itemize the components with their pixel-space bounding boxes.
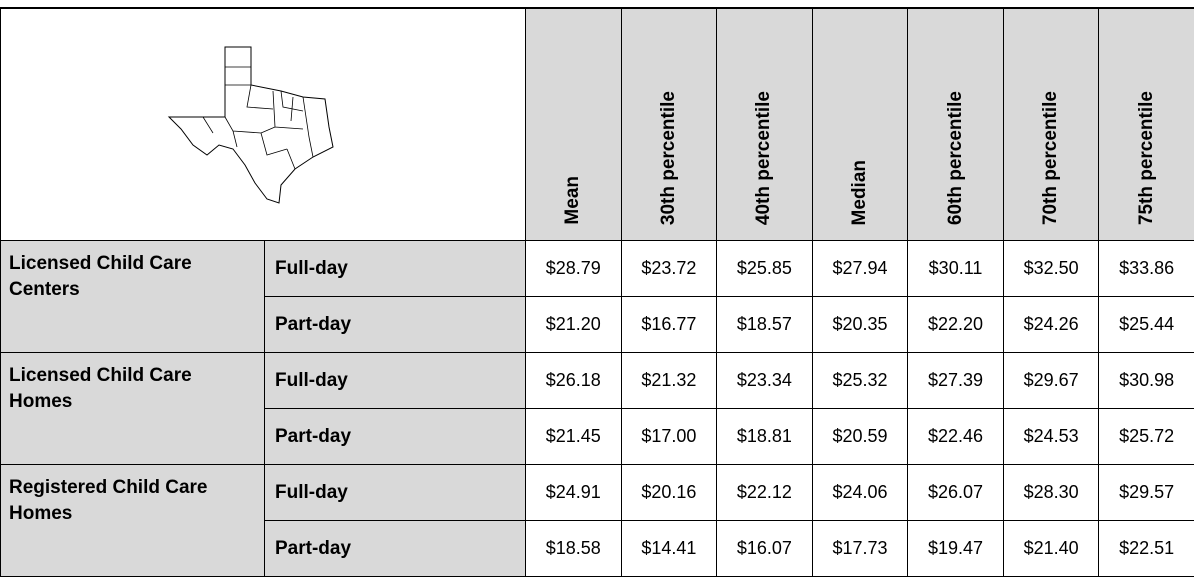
value-cell: $22.46: [907, 408, 1004, 465]
value-cell: $26.18: [525, 352, 622, 409]
value-cell: $28.30: [1002, 464, 1100, 521]
value-cell: $32.50: [1002, 240, 1100, 297]
column-header-text: Median: [848, 159, 870, 225]
value-cell: $24.26: [1002, 296, 1100, 353]
data-row: Part-day $21.45 $17.00 $18.81 $20.59 $22.46 $2…: [1, 408, 1194, 465]
data-row: Registered Child Care Homes Full-day $24.9…: [0, 464, 1194, 577]
value-cell: $23.34: [716, 352, 813, 409]
value-cell: $29.67: [1002, 352, 1100, 409]
value-cell: $21.45: [525, 408, 622, 465]
value-cell: $21.32: [620, 352, 718, 409]
value-cell: $22.12: [716, 464, 813, 521]
value-cell: $30.11: [907, 240, 1004, 297]
column-header: 30th percentile: [620, 7, 718, 241]
value-cell: $16.07: [716, 520, 813, 577]
value-cell: $29.57: [1098, 464, 1194, 521]
type-label: Part-day: [264, 520, 526, 577]
value-cell: $18.57: [716, 296, 813, 353]
value-cell: $23.72: [620, 240, 718, 297]
value-cell: $14.41: [620, 520, 718, 577]
column-header-text: 70th percentile: [1040, 90, 1062, 225]
value-cell: $28.79: [525, 240, 622, 297]
group-label: Licensed Child Care Centers: [0, 240, 265, 353]
value-cell: $22.51: [1098, 520, 1194, 577]
value-cell: $25.44: [1098, 296, 1194, 353]
data-row: Part-day $18.58 $14.41 $16.07 $17.73 $19.47 $2…: [1, 520, 1194, 577]
value-cell: $18.58: [525, 520, 622, 577]
texas-map: [167, 46, 334, 204]
page: Mean 30th percentile 40th percentile Median…: [0, 7, 1194, 581]
header-row: Mean 30th percentile 40th percentile Median…: [0, 7, 1194, 241]
value-cell: $33.86: [1098, 240, 1194, 297]
group-label: Registered Child Care Homes: [0, 464, 265, 577]
value-cell: $17.00: [620, 408, 718, 465]
value-cell: $21.20: [525, 296, 622, 353]
column-header-text: Mean: [562, 176, 584, 225]
value-cell: $24.91: [525, 464, 622, 521]
column-header: 70th percentile: [1002, 7, 1100, 241]
column-header-text: 60th percentile: [944, 90, 966, 225]
value-cell: $17.73: [811, 520, 909, 577]
value-cell: $20.59: [811, 408, 909, 465]
group-label: Licensed Child Care Homes: [0, 352, 265, 465]
value-cell: $25.72: [1098, 408, 1194, 465]
data-row: Licensed Child Care Centers Full-day $28.7…: [0, 240, 1194, 353]
rate-table: Mean 30th percentile 40th percentile Median…: [0, 7, 1194, 577]
value-cell: $18.81: [716, 408, 813, 465]
column-header: 40th percentile: [716, 7, 813, 241]
value-cell: $19.47: [907, 520, 1004, 577]
type-label: Part-day: [264, 296, 526, 353]
value-cell: $16.77: [620, 296, 718, 353]
value-cell: $20.35: [811, 296, 909, 353]
value-cell: $27.39: [907, 352, 1004, 409]
value-cell: $30.98: [1098, 352, 1194, 409]
value-cell: $26.07: [907, 464, 1004, 521]
column-header: Median: [811, 7, 909, 241]
value-cell: $27.94: [811, 240, 909, 297]
map-cell: [0, 7, 526, 241]
value-cell: $24.53: [1002, 408, 1100, 465]
column-header: Mean: [525, 7, 622, 241]
column-header-text: 75th percentile: [1135, 90, 1157, 225]
column-header: 60th percentile: [907, 7, 1004, 241]
value-cell: $25.32: [811, 352, 909, 409]
type-label: Full-day: [264, 464, 526, 521]
column-header-text: 40th percentile: [753, 90, 775, 225]
type-label: Full-day: [264, 352, 526, 409]
type-label: Part-day: [264, 408, 526, 465]
value-cell: $21.40: [1002, 520, 1100, 577]
value-cell: $20.16: [620, 464, 718, 521]
data-row: Part-day $21.20 $16.77 $18.57 $20.35 $22.20 $2…: [1, 296, 1194, 353]
column-header: 75th percentile: [1098, 7, 1194, 241]
data-row: Licensed Child Care Homes Full-day $26.18 $…: [0, 352, 1194, 465]
type-label: Full-day: [264, 240, 526, 297]
value-cell: $25.85: [716, 240, 813, 297]
value-cell: $22.20: [907, 296, 1004, 353]
value-cell: $24.06: [811, 464, 909, 521]
column-header-text: 30th percentile: [657, 90, 679, 225]
